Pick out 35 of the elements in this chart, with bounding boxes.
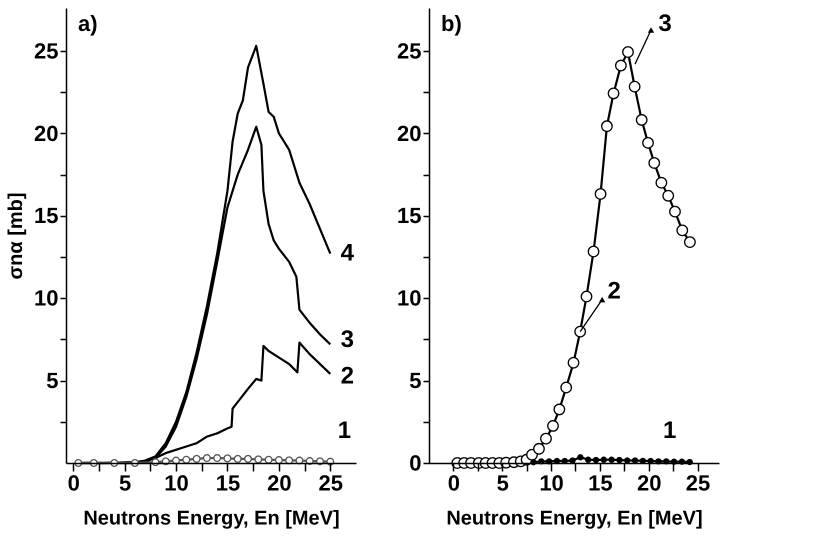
x-tick-label: 0: [68, 470, 80, 496]
annotation: 3: [340, 326, 354, 354]
y-tick-label: 20: [34, 120, 58, 146]
x-tick-label: 20: [636, 470, 662, 496]
y-axis-title: σnα [mb]: [5, 192, 28, 280]
x-tick-label: 5: [118, 470, 132, 496]
x-axis-title: Neutrons Energy, En [MeV]: [446, 508, 703, 530]
annotation: 2: [340, 362, 354, 390]
x-tick-label: 15: [216, 470, 240, 496]
y-tick-label: 10: [397, 286, 422, 311]
y-tick-label: 10: [34, 286, 58, 311]
annotation: 4: [340, 240, 355, 267]
y-tick-label: 15: [34, 203, 58, 228]
chart-title: b): [441, 11, 462, 36]
y-tick-label: 20: [397, 120, 422, 146]
y-tick-label: 5: [46, 368, 58, 394]
x-tick-label: 15: [588, 470, 613, 496]
x-tick-label: 20: [267, 470, 292, 496]
y-tick-label: 15: [397, 203, 422, 228]
x-tick-label: 10: [539, 470, 564, 496]
x-tick-label: 5: [496, 470, 509, 496]
y-tick-label: 0: [409, 450, 422, 476]
annotation: 1: [663, 417, 676, 444]
annotation: 1: [338, 417, 352, 444]
x-tick-label: 25: [318, 470, 344, 496]
y-tick-label: 25: [34, 38, 58, 64]
annotation: 2: [607, 278, 621, 305]
chart-title: a): [78, 11, 98, 36]
y-tick-label: 25: [397, 38, 422, 64]
annotation: 3: [658, 10, 672, 38]
x-tick-label: 10: [164, 470, 189, 496]
y-tick-label: 5: [409, 368, 422, 394]
x-tick-label: 0: [448, 470, 460, 496]
x-axis-title: Neutrons Energy, En [MeV]: [83, 508, 340, 530]
x-tick-label: 25: [686, 470, 710, 496]
